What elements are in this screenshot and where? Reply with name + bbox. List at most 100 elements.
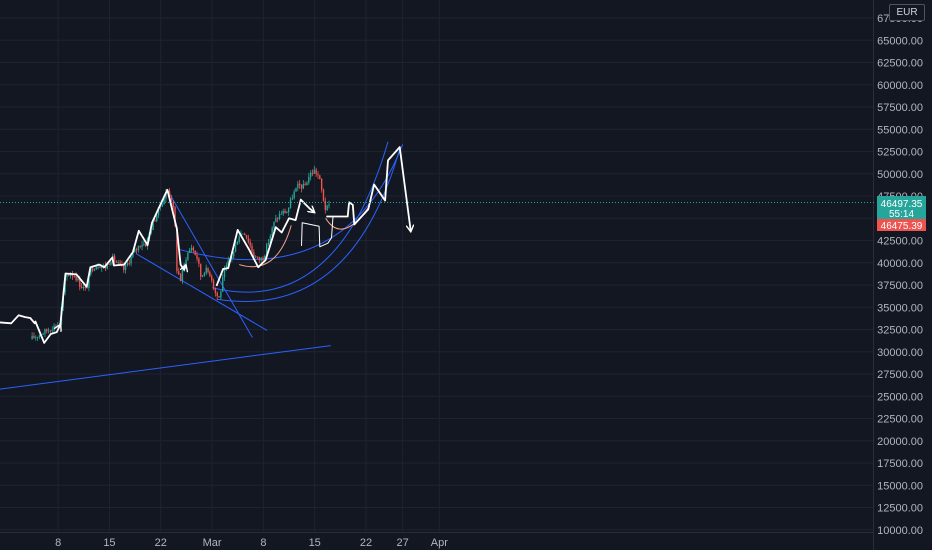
curve-drawing[interactable] [239, 225, 292, 268]
path-projection[interactable] [326, 146, 410, 231]
x-tick-label: Mar [203, 537, 222, 549]
candle [251, 243, 253, 254]
candle [124, 262, 127, 274]
candle [203, 271, 206, 277]
candle [143, 240, 145, 247]
x-tick-label: 27 [397, 537, 409, 549]
candle [236, 240, 239, 245]
candle [291, 194, 294, 201]
candle [328, 200, 330, 209]
candle [216, 291, 218, 300]
candle [247, 234, 250, 244]
candle [47, 327, 50, 334]
candle [46, 328, 48, 334]
y-tick-label: 37500.00 [877, 280, 923, 292]
candle [141, 240, 143, 251]
candle [286, 210, 288, 214]
time-axis[interactable]: 8 15 22 Mar 8 15 22 27 Apr [55, 537, 448, 549]
candle [33, 332, 35, 339]
candle [326, 204, 328, 212]
candle [80, 283, 83, 289]
y-tick-label: 55000.00 [877, 124, 923, 136]
path-projection[interactable] [0, 314, 60, 344]
candle [190, 244, 193, 253]
candle [284, 208, 286, 214]
path-projections[interactable] [0, 146, 411, 344]
candle [71, 270, 74, 280]
candle [273, 221, 275, 232]
candle [192, 245, 195, 253]
y-tick-label: 42500.00 [877, 236, 923, 248]
arc-drawing[interactable] [178, 144, 404, 261]
candle [35, 335, 37, 341]
candle [179, 273, 182, 282]
candle [99, 265, 101, 269]
candle [258, 256, 261, 264]
candle [51, 326, 53, 333]
candle [298, 179, 301, 189]
secondary-price-tag: 46475.39 [877, 219, 926, 232]
candle [243, 232, 246, 236]
currency-badge[interactable]: EUR [889, 4, 925, 21]
arc-drawing[interactable] [211, 141, 389, 293]
candle [36, 336, 39, 341]
candle [115, 260, 118, 264]
candle [232, 251, 235, 260]
trendline[interactable] [166, 189, 253, 338]
candle [211, 274, 213, 283]
x-tick-label: 8 [55, 537, 61, 549]
x-tick-label: 8 [260, 537, 266, 549]
candle [267, 238, 270, 247]
candle [172, 200, 174, 211]
trendline[interactable] [0, 345, 331, 390]
y-tick-label: 12500.00 [877, 503, 923, 515]
candle [209, 270, 211, 278]
candle [31, 332, 33, 340]
candle [44, 328, 46, 338]
candle [253, 249, 255, 258]
candle [297, 180, 299, 192]
y-tick-label: 20000.00 [877, 436, 923, 448]
x-tick-label: 22 [360, 537, 372, 549]
path-projection[interactable] [301, 216, 334, 248]
path-projection[interactable] [215, 198, 315, 287]
y-tick-label: 10000.00 [877, 525, 923, 537]
trendline[interactable] [136, 253, 268, 331]
candle [196, 251, 198, 262]
y-tick-label: 65000.00 [877, 35, 923, 47]
candle [242, 233, 244, 235]
candle [319, 174, 321, 180]
bar-countdown-label: 55:14 [889, 209, 914, 220]
candle [275, 214, 277, 223]
candle [278, 210, 281, 221]
candle [189, 247, 191, 254]
last-price-tag: 46497.35 55:14 [877, 196, 926, 220]
candle [289, 197, 292, 209]
candle [156, 213, 158, 223]
candle [82, 284, 85, 291]
candle [256, 256, 259, 260]
y-tick-label: 62500.00 [877, 58, 923, 70]
path-projection[interactable] [59, 188, 185, 326]
y-tick-label: 15000.00 [877, 480, 923, 492]
last-price-label: 46497.35 [881, 199, 923, 210]
y-tick-label: 27500.00 [877, 369, 923, 381]
candle [154, 218, 156, 222]
candle [110, 261, 112, 266]
candle [187, 251, 189, 261]
candle [320, 177, 323, 193]
y-tick-label: 40000.00 [877, 258, 923, 270]
candle [317, 171, 319, 180]
candle [313, 165, 316, 175]
candle [194, 250, 196, 256]
y-tick-label: 60000.00 [877, 80, 923, 92]
candle [161, 202, 163, 208]
candle [128, 259, 130, 266]
candle [221, 273, 224, 293]
candle [178, 267, 180, 276]
candle [201, 274, 204, 278]
candle [302, 180, 305, 190]
y-tick-label: 57500.00 [877, 102, 923, 114]
